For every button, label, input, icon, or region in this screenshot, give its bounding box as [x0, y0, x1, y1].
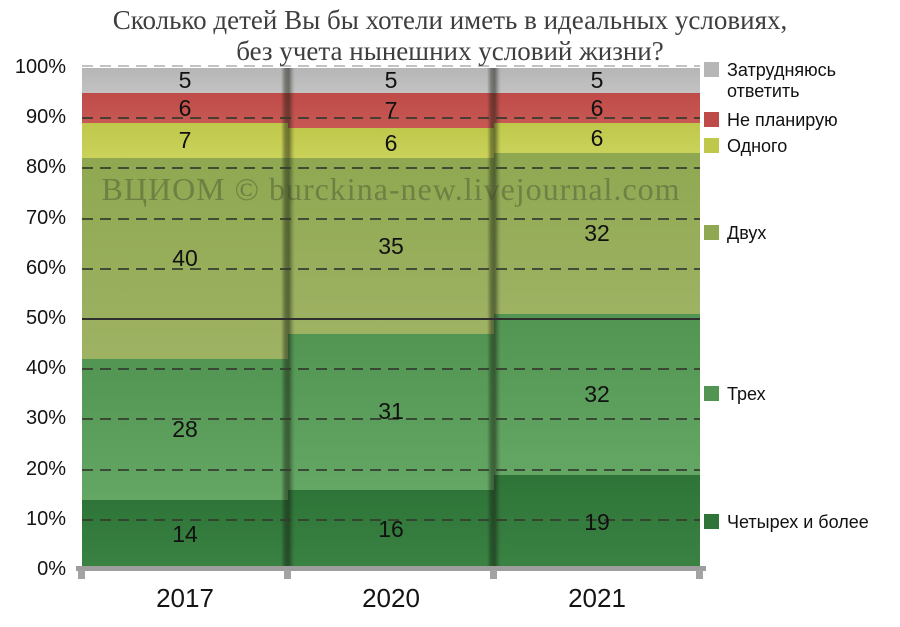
legend-swatch: [704, 61, 719, 77]
gridline-dashed: [82, 117, 700, 120]
legend-item: Четырех и более: [704, 512, 889, 533]
y-axis-label: 0%: [37, 558, 66, 580]
y-axis-label: 30%: [25, 407, 66, 430]
gridline-dashed: [82, 468, 700, 471]
gridline-dashed: [82, 217, 700, 220]
legend-label: Не планирую: [727, 109, 838, 130]
legend-item: Не планирую: [704, 110, 889, 131]
bar-segment: [82, 499, 288, 570]
y-axis-label: 50%: [25, 307, 66, 329]
bar-segment: [82, 68, 288, 94]
legend-label: Трех: [727, 383, 766, 404]
bar-value-label: 6: [384, 129, 398, 156]
y-axis-label: 20%: [25, 457, 66, 480]
axis-tick: [78, 570, 85, 579]
x-axis-label: 2017: [156, 583, 214, 613]
bar-value-label: 40: [172, 245, 198, 272]
bar-segment: [288, 158, 494, 335]
gridline-dashed: [82, 418, 700, 421]
bar-value-label: 14: [172, 521, 198, 548]
bar-segment: [82, 123, 288, 159]
bar-value-label: 6: [590, 124, 604, 151]
bar-segment: [288, 334, 494, 490]
y-axis-label: 60%: [25, 256, 66, 279]
gridline-50-solid: [82, 318, 700, 320]
bar-segment: [494, 474, 700, 570]
bar-value-label: 6: [178, 94, 192, 121]
bar-value-label: 5: [178, 67, 192, 94]
legend-label: Одного: [727, 135, 788, 156]
gridline-dashed: [82, 518, 700, 521]
bar-segment: [494, 153, 700, 314]
x-axis-label: 2021: [568, 583, 626, 613]
chart-title: Сколько детей Вы бы хотели иметь в идеал…: [30, 5, 870, 67]
bar-value-label: 35: [378, 232, 404, 259]
bar-value-label: 19: [584, 508, 610, 535]
bar-value-label: 5: [590, 67, 604, 94]
legend-swatch: [704, 385, 719, 401]
y-axis-label: 70%: [25, 206, 66, 229]
bar-value-label: 31: [378, 398, 404, 425]
y-axis-label: 80%: [25, 156, 66, 179]
bar-segment: [494, 123, 700, 154]
watermark-text: ВЦИОМ © burckina-new.livejournal.com: [101, 171, 681, 207]
bar-segment: [288, 128, 494, 159]
bar-segment: [288, 93, 494, 129]
legend-label: Четырех и более: [727, 511, 869, 532]
gridline-dashed: [82, 167, 700, 170]
legend-swatch: [704, 225, 719, 241]
gridline-dashed: [82, 368, 700, 371]
bar-value-label: 32: [584, 380, 610, 407]
bar-segment: [494, 313, 700, 475]
bar-segment: [82, 359, 288, 500]
bar-value-label: 28: [172, 415, 198, 442]
bar-value-label: 32: [584, 220, 610, 247]
legend-item: Одного: [704, 136, 889, 157]
bar-value-label: 6: [590, 94, 604, 121]
legend-label: Затрудняюсь ответить: [727, 59, 837, 101]
chart-title-line2: без учета нынешних условий жизни?: [236, 36, 664, 66]
legend-item: Двух: [704, 223, 889, 244]
y-axis-label: 100%: [14, 56, 66, 78]
legend-swatch: [704, 137, 719, 153]
bar-value-label: 5: [384, 67, 398, 94]
legend-item: Трех: [704, 384, 889, 405]
bar-value-label: 7: [178, 127, 192, 154]
axis-baseline: [76, 566, 706, 571]
legend-item: Затрудняюсь ответить: [704, 60, 889, 102]
bar-value-label: 7: [384, 97, 398, 124]
axis-tick: [696, 570, 703, 579]
y-axis-label: 40%: [25, 357, 66, 380]
bar-value-label: 16: [378, 516, 404, 543]
y-axis-label: 10%: [25, 507, 66, 530]
axis-tick: [490, 570, 497, 579]
y-axis-label: 90%: [25, 106, 66, 129]
gridline-dashed: [82, 267, 700, 270]
bar-segment: [494, 68, 700, 94]
chart-title-line1: Сколько детей Вы бы хотели иметь в идеал…: [112, 5, 788, 35]
x-axis-label: 2020: [362, 583, 420, 613]
legend-label: Двух: [727, 223, 767, 244]
legend-swatch: [704, 111, 719, 127]
bar-segment: [82, 158, 288, 360]
gridline-100-dashed: [82, 65, 700, 67]
bar-segment: [288, 489, 494, 570]
legend-swatch: [704, 513, 719, 529]
bar-segment: [288, 68, 494, 94]
axis-tick: [284, 570, 291, 579]
